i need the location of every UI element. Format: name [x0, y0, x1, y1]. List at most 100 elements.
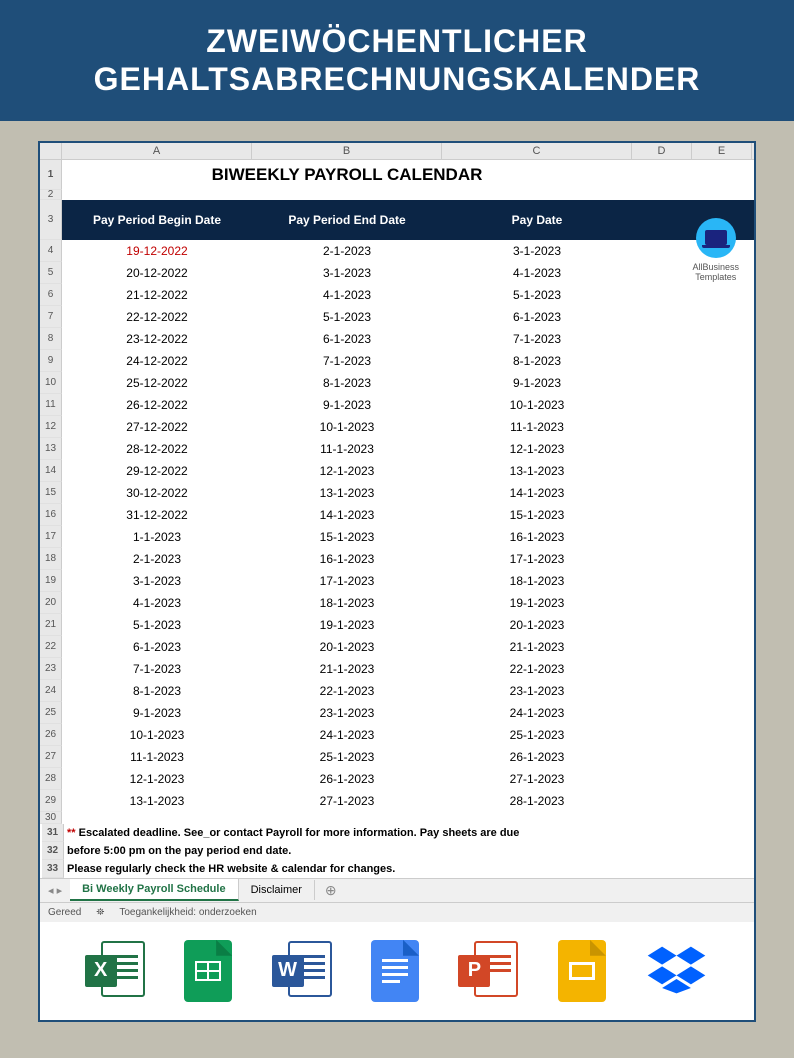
powerpoint-icon[interactable]: P	[458, 937, 518, 1005]
cell-end-date[interactable]: 24-1-2023	[252, 724, 442, 746]
row-num[interactable]: 15	[40, 482, 62, 504]
cell-end-date[interactable]: 11-1-2023	[252, 438, 442, 460]
tab-disclaimer[interactable]: Disclaimer	[239, 880, 315, 900]
cell-end-date[interactable]: 17-1-2023	[252, 570, 442, 592]
cell-end-date[interactable]: 4-1-2023	[252, 284, 442, 306]
excel-icon[interactable]: X	[85, 937, 145, 1005]
row-num[interactable]: 23	[40, 658, 62, 680]
cell-pay-date[interactable]: 8-1-2023	[442, 350, 632, 372]
cell-end-date[interactable]: 8-1-2023	[252, 372, 442, 394]
cell-pay-date[interactable]: 18-1-2023	[442, 570, 632, 592]
cell-pay-date[interactable]: 16-1-2023	[442, 526, 632, 548]
cell-pay-date[interactable]: 14-1-2023	[442, 482, 632, 504]
cell-pay-date[interactable]: 15-1-2023	[442, 504, 632, 526]
cell-end-date[interactable]: 20-1-2023	[252, 636, 442, 658]
row-num[interactable]: 20	[40, 592, 62, 614]
cell-begin-date[interactable]: 27-12-2022	[62, 416, 252, 438]
row-num[interactable]: 17	[40, 526, 62, 548]
cell-pay-date[interactable]: 21-1-2023	[442, 636, 632, 658]
cell-end-date[interactable]: 14-1-2023	[252, 504, 442, 526]
row-num[interactable]: 13	[40, 438, 62, 460]
tab-payroll-schedule[interactable]: Bi Weekly Payroll Schedule	[70, 879, 238, 901]
cell-begin-date[interactable]: 13-1-2023	[62, 790, 252, 812]
col-header-e[interactable]: E	[692, 143, 752, 159]
cell-begin-date[interactable]: 5-1-2023	[62, 614, 252, 636]
col-header-c[interactable]: C	[442, 143, 632, 159]
row-num[interactable]: 16	[40, 504, 62, 526]
cell-pay-date[interactable]: 24-1-2023	[442, 702, 632, 724]
cell-pay-date[interactable]: 9-1-2023	[442, 372, 632, 394]
cell-end-date[interactable]: 26-1-2023	[252, 768, 442, 790]
row-num-33[interactable]: 33	[42, 860, 64, 878]
cell-end-date[interactable]: 27-1-2023	[252, 790, 442, 812]
cell-end-date[interactable]: 22-1-2023	[252, 680, 442, 702]
cell-begin-date[interactable]: 21-12-2022	[62, 284, 252, 306]
cell-begin-date[interactable]: 11-1-2023	[62, 746, 252, 768]
row-num[interactable]: 19	[40, 570, 62, 592]
row-num[interactable]: 4	[40, 240, 62, 262]
row-num-31[interactable]: 31	[42, 824, 64, 842]
cell-begin-date[interactable]: 26-12-2022	[62, 394, 252, 416]
row-num-1[interactable]: 1	[40, 160, 62, 190]
cell-pay-date[interactable]: 3-1-2023	[442, 240, 632, 262]
cell-pay-date[interactable]: 6-1-2023	[442, 306, 632, 328]
row-num-30[interactable]: 30	[40, 812, 62, 824]
cell-end-date[interactable]: 7-1-2023	[252, 350, 442, 372]
cell-begin-date[interactable]: 30-12-2022	[62, 482, 252, 504]
cell-begin-date[interactable]: 3-1-2023	[62, 570, 252, 592]
row-num[interactable]: 6	[40, 284, 62, 306]
google-slides-icon[interactable]	[558, 940, 606, 1002]
cell-begin-date[interactable]: 23-12-2022	[62, 328, 252, 350]
cell-pay-date[interactable]: 13-1-2023	[442, 460, 632, 482]
cell-pay-date[interactable]: 10-1-2023	[442, 394, 632, 416]
row-num-32[interactable]: 32	[42, 842, 64, 860]
row-num[interactable]: 26	[40, 724, 62, 746]
cell-begin-date[interactable]: 31-12-2022	[62, 504, 252, 526]
row-num[interactable]: 5	[40, 262, 62, 284]
row-num[interactable]: 29	[40, 790, 62, 812]
row-num[interactable]: 24	[40, 680, 62, 702]
cell-pay-date[interactable]: 7-1-2023	[442, 328, 632, 350]
cell-end-date[interactable]: 12-1-2023	[252, 460, 442, 482]
cell-begin-date[interactable]: 10-1-2023	[62, 724, 252, 746]
cell-begin-date[interactable]: 7-1-2023	[62, 658, 252, 680]
cell-begin-date[interactable]: 29-12-2022	[62, 460, 252, 482]
cell-begin-date[interactable]: 4-1-2023	[62, 592, 252, 614]
cell-end-date[interactable]: 18-1-2023	[252, 592, 442, 614]
cell-pay-date[interactable]: 11-1-2023	[442, 416, 632, 438]
cell-end-date[interactable]: 19-1-2023	[252, 614, 442, 636]
cell-end-date[interactable]: 2-1-2023	[252, 240, 442, 262]
cell-begin-date[interactable]: 25-12-2022	[62, 372, 252, 394]
cell-begin-date[interactable]: 6-1-2023	[62, 636, 252, 658]
cell-begin-date[interactable]: 1-1-2023	[62, 526, 252, 548]
cell-begin-date[interactable]: 28-12-2022	[62, 438, 252, 460]
cell-pay-date[interactable]: 19-1-2023	[442, 592, 632, 614]
google-sheets-icon[interactable]	[184, 940, 232, 1002]
cell-pay-date[interactable]: 17-1-2023	[442, 548, 632, 570]
row-num-2[interactable]: 2	[40, 190, 62, 200]
cell-end-date[interactable]: 9-1-2023	[252, 394, 442, 416]
tab-nav-arrows[interactable]: ◂ ▸	[40, 884, 70, 897]
cell-pay-date[interactable]: 27-1-2023	[442, 768, 632, 790]
add-sheet-button[interactable]: ⊕	[315, 882, 347, 899]
cell-pay-date[interactable]: 23-1-2023	[442, 680, 632, 702]
cell-end-date[interactable]: 10-1-2023	[252, 416, 442, 438]
corner-cell[interactable]	[40, 143, 62, 159]
dropbox-icon[interactable]	[645, 943, 709, 999]
row-num[interactable]: 12	[40, 416, 62, 438]
col-header-d[interactable]: D	[632, 143, 692, 159]
row-num[interactable]: 28	[40, 768, 62, 790]
cell-begin-date[interactable]: 22-12-2022	[62, 306, 252, 328]
row-num[interactable]: 14	[40, 460, 62, 482]
cell-end-date[interactable]: 3-1-2023	[252, 262, 442, 284]
google-docs-icon[interactable]	[371, 940, 419, 1002]
row-num[interactable]: 22	[40, 636, 62, 658]
cell-pay-date[interactable]: 20-1-2023	[442, 614, 632, 636]
cell-pay-date[interactable]: 26-1-2023	[442, 746, 632, 768]
row-num[interactable]: 9	[40, 350, 62, 372]
cell-pay-date[interactable]: 22-1-2023	[442, 658, 632, 680]
row-num[interactable]: 27	[40, 746, 62, 768]
row-num[interactable]: 21	[40, 614, 62, 636]
row-num-3[interactable]: 3	[40, 200, 62, 240]
row-num[interactable]: 18	[40, 548, 62, 570]
